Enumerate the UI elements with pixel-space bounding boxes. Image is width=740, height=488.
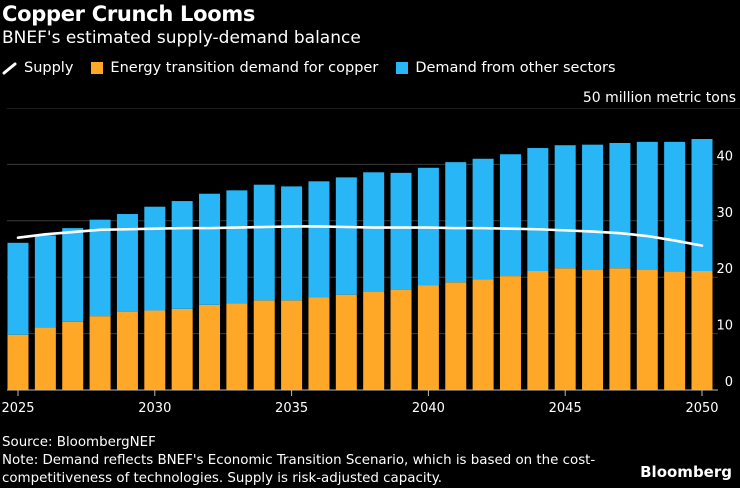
supply-line-icon	[2, 62, 17, 75]
legend-item-other-sectors: Demand from other sectors	[396, 60, 616, 76]
methodology-note: Note: Demand reflects BNEF's Economic Tr…	[2, 453, 596, 486]
other-sectors-bar-2042	[472, 158, 494, 280]
other-sectors-bar-2043	[499, 154, 521, 277]
energy-transition-bar-2025	[7, 334, 29, 390]
legend-item-supply: Supply	[2, 60, 73, 76]
energy-transition-bar-2039	[390, 289, 412, 390]
x-tick-label-2030: 2030	[138, 401, 171, 416]
energy-transition-bar-2038	[363, 291, 385, 390]
x-tick-label-2035: 2035	[275, 401, 308, 416]
legend-label-other-sectors: Demand from other sectors	[415, 60, 616, 76]
other-sectors-bar-2044	[527, 148, 549, 271]
legend-label-supply: Supply	[24, 60, 74, 76]
y-tick-label-10: 10	[716, 319, 733, 334]
other-sectors-bar-2046	[582, 144, 604, 270]
supply-line	[16, 225, 704, 247]
bloomberg-logo: Bloomberg	[640, 463, 732, 481]
chart-legend: Supply Energy transition demand for copp…	[2, 60, 634, 76]
chart-footer: Source: BloombergNEF Note: Demand reflec…	[2, 434, 642, 488]
other-sectors-bar-2036	[308, 181, 330, 298]
energy-transition-bar-2048	[636, 269, 658, 390]
energy-transition-bar-2043	[499, 276, 521, 390]
other-sectors-bar-2038	[363, 172, 385, 292]
energy-transition-bar-2037	[335, 294, 357, 390]
x-tick-label-2045: 2045	[549, 401, 582, 416]
x-tick-label-2040: 2040	[412, 401, 445, 416]
chart-title: Copper Crunch Looms	[2, 2, 256, 26]
legend-swatch-energy-transition	[91, 62, 104, 74]
energy-transition-bar-2026	[34, 327, 56, 390]
other-sectors-bar-2049	[664, 141, 686, 272]
legend-swatch-other-sectors	[396, 62, 409, 74]
other-sectors-bar-2050	[691, 139, 713, 271]
legend-item-energy-transition: Energy transition demand for copper	[91, 60, 378, 76]
other-sectors-bar-2030	[144, 206, 166, 311]
other-sectors-bar-2047	[609, 142, 631, 269]
energy-transition-bar-2032	[199, 304, 221, 390]
chart-subtitle: BNEF's estimated supply-demand balance	[2, 28, 361, 48]
energy-transition-bar-2044	[527, 270, 549, 390]
energy-transition-bar-2042	[472, 279, 494, 390]
energy-transition-bar-2040	[417, 285, 439, 390]
other-sectors-bar-2034	[253, 184, 275, 301]
energy-transition-bar-2045	[554, 268, 576, 390]
other-sectors-bar-2028	[89, 219, 111, 317]
legend-label-energy-transition: Energy transition demand for copper	[110, 60, 379, 76]
energy-transition-bar-2035	[281, 300, 303, 390]
other-sectors-bar-2026	[34, 235, 56, 328]
y-tick-label-20: 20	[716, 262, 733, 277]
line-layer	[16, 225, 704, 247]
y-tick-label-30: 30	[716, 206, 733, 221]
other-sectors-bar-2027	[62, 228, 84, 322]
energy-transition-bar-2033	[226, 303, 248, 390]
energy-transition-bar-2034	[253, 300, 275, 390]
energy-transition-bar-2049	[664, 271, 686, 390]
other-sectors-bar-2041	[445, 162, 467, 283]
other-sectors-bar-2045	[554, 145, 576, 269]
bar-layer	[7, 139, 713, 390]
other-sectors-bar-2035	[281, 186, 303, 301]
x-tick-label-2050: 2050	[685, 401, 718, 416]
source-note: Source: BloombergNEF	[2, 435, 156, 450]
energy-transition-bar-2046	[582, 269, 604, 390]
y-tick-label-0: 0	[725, 375, 733, 390]
other-sectors-bar-2037	[335, 177, 357, 295]
other-sectors-bar-2031	[171, 201, 193, 309]
other-sectors-bar-2033	[226, 190, 248, 304]
other-sectors-bar-2048	[636, 141, 658, 270]
other-sectors-bar-2039	[390, 172, 412, 290]
x-tick-label-2025: 2025	[1, 401, 34, 416]
y-axis-unit-label: 50 million metric tons	[582, 90, 736, 106]
energy-transition-bar-2047	[609, 268, 631, 390]
energy-transition-bar-2027	[62, 321, 84, 390]
energy-transition-bar-2028	[89, 316, 111, 390]
other-sectors-bar-2025	[7, 242, 29, 335]
energy-transition-bar-2036	[308, 297, 330, 390]
energy-transition-bar-2050	[691, 270, 713, 390]
energy-transition-bar-2041	[445, 282, 467, 390]
energy-transition-bar-2030	[144, 310, 166, 390]
y-tick-label-40: 40	[716, 149, 733, 164]
other-sectors-bar-2029	[116, 214, 138, 312]
energy-transition-bar-2029	[116, 311, 138, 390]
energy-transition-bar-2031	[171, 308, 193, 390]
other-sectors-bar-2032	[199, 193, 221, 305]
